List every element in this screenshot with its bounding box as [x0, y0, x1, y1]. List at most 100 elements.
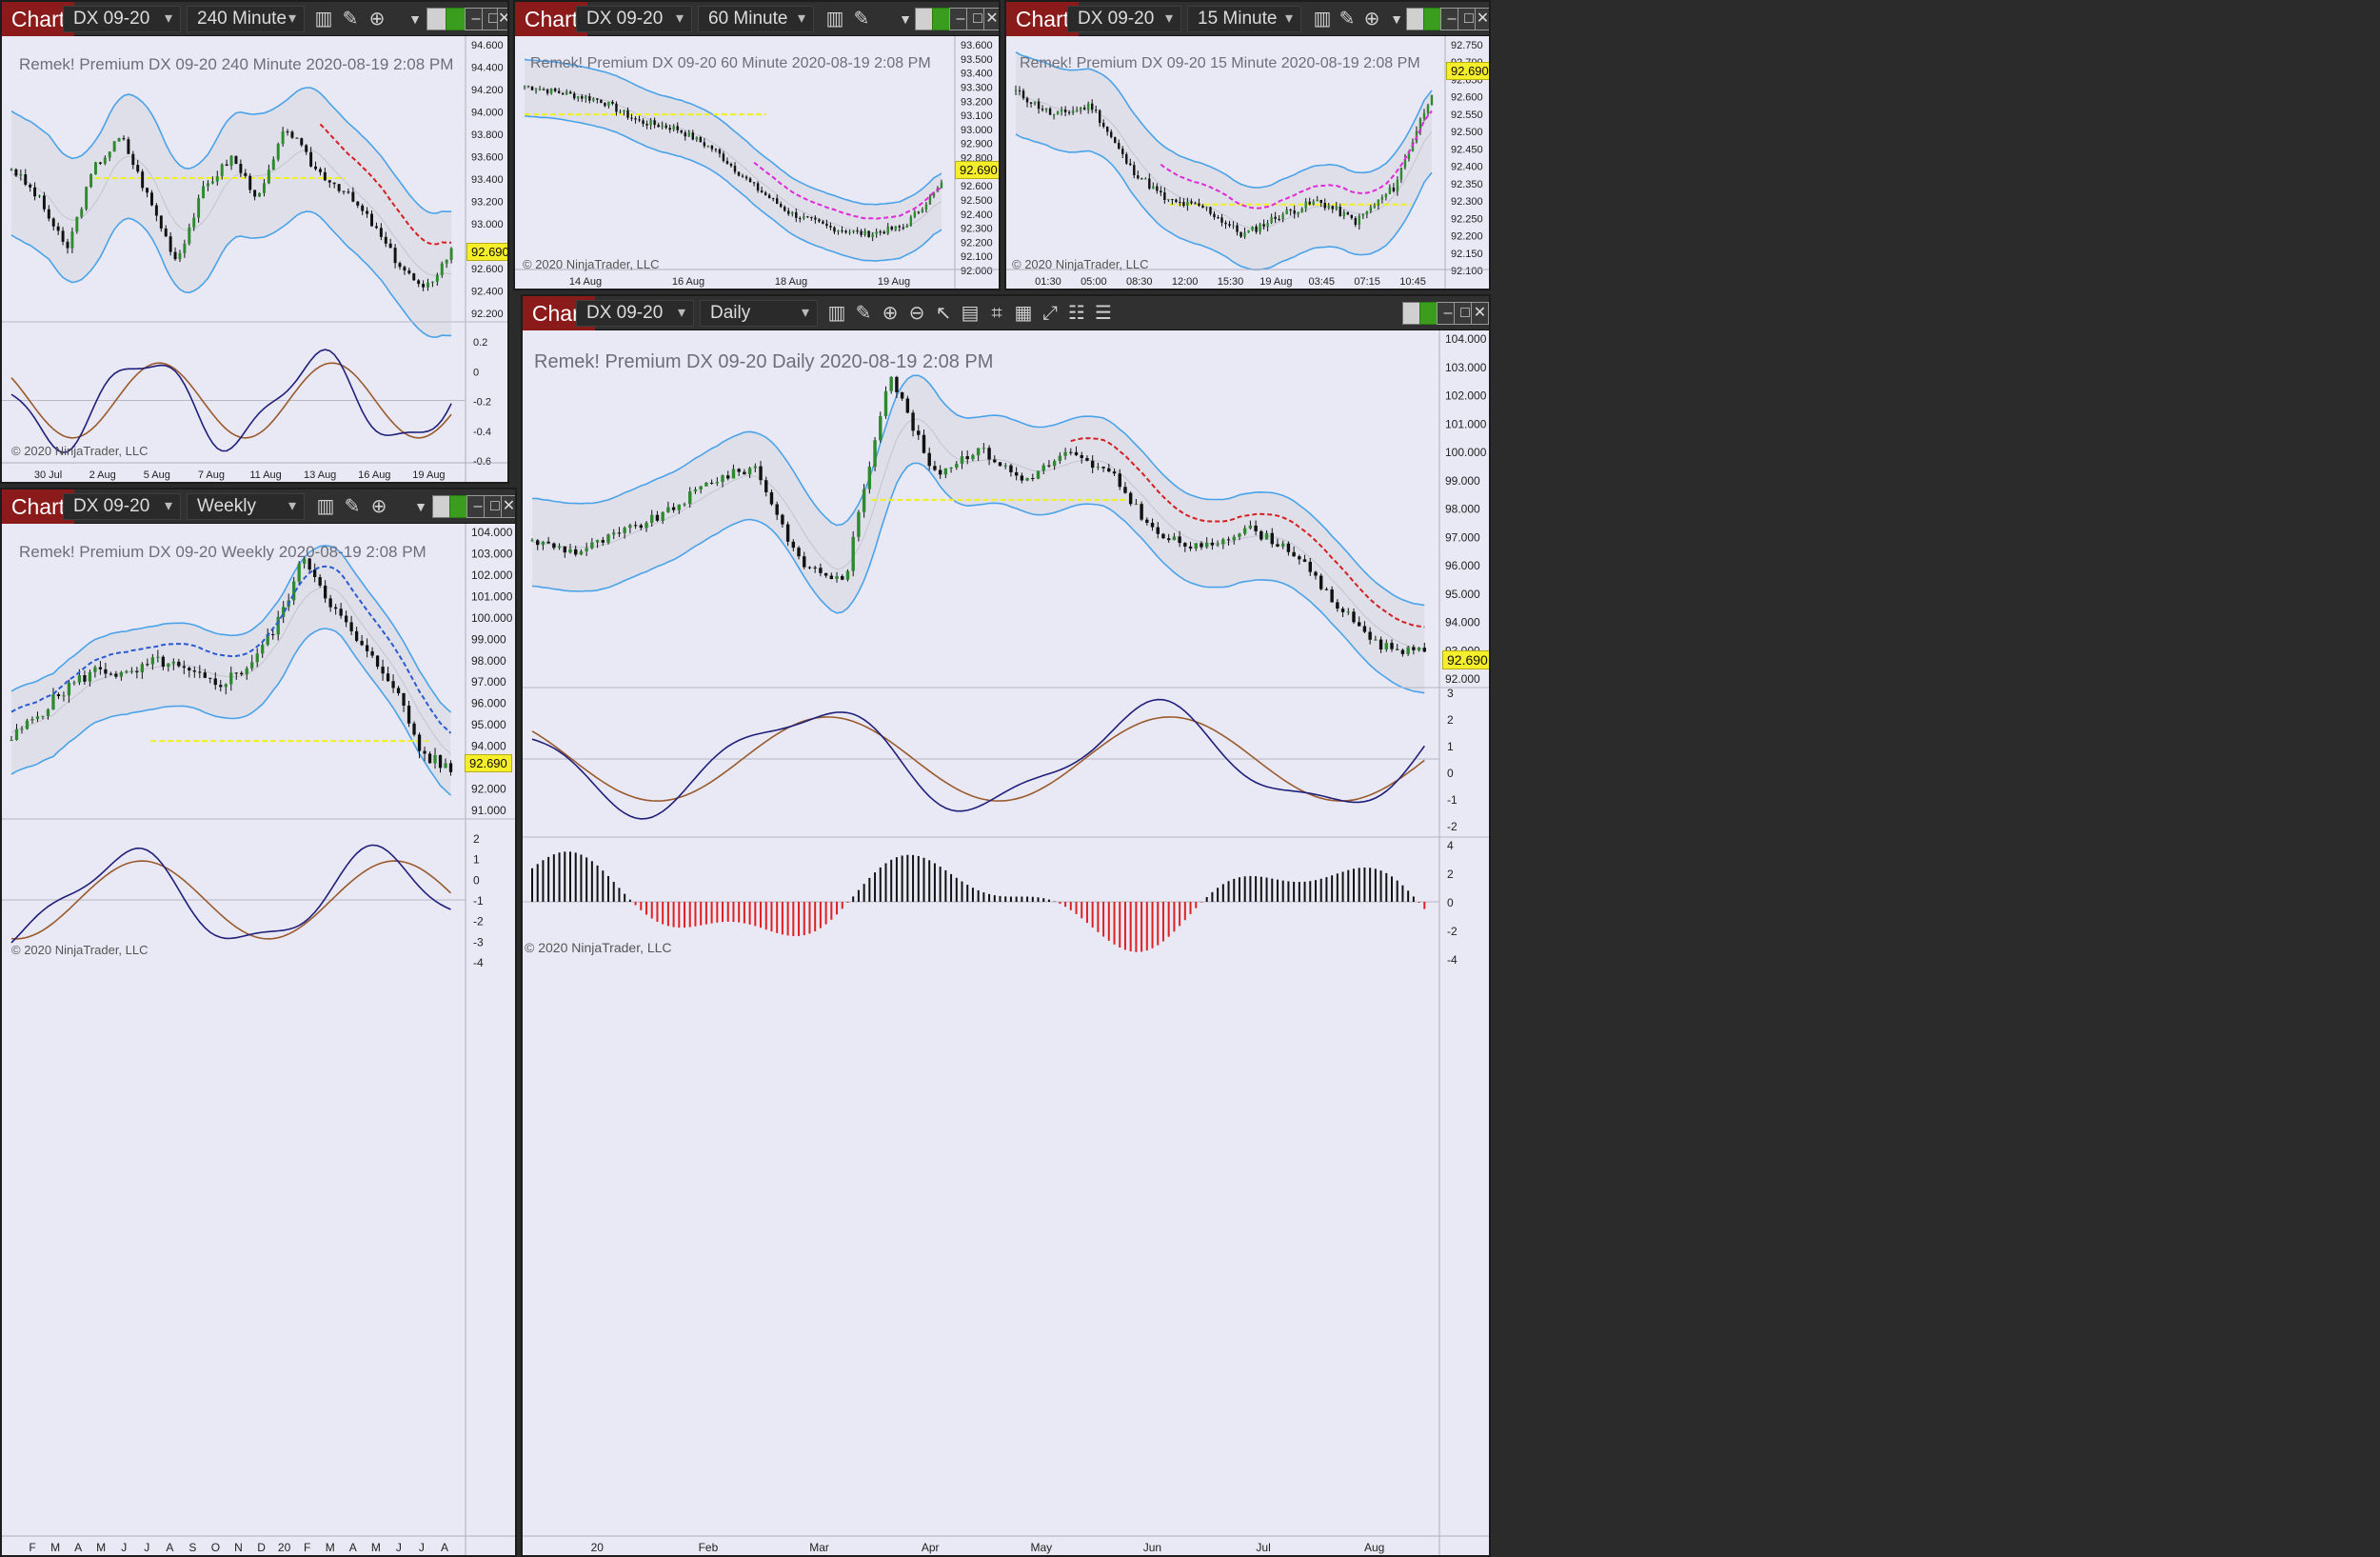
- close-icon[interactable]: ✕: [1475, 8, 1489, 30]
- close-icon[interactable]: ✕: [497, 8, 507, 30]
- chart-menu-button[interactable]: Chart: [2, 2, 74, 36]
- time-tick-label: 7 Aug: [198, 469, 225, 481]
- instrument-selector[interactable]: DX 09-20 ▾: [63, 493, 181, 520]
- chart-menu-button[interactable]: Chart: [515, 2, 587, 36]
- candle-body: [213, 678, 217, 686]
- bar-chart-icon[interactable]: ▥: [827, 303, 846, 324]
- candle-body: [220, 164, 224, 177]
- candle-body: [1118, 143, 1121, 150]
- bar-chart-icon[interactable]: ▥: [316, 496, 335, 517]
- indicator-icon[interactable]: ▦: [1014, 303, 1033, 324]
- candle-body: [19, 174, 23, 176]
- candle-body: [1297, 211, 1299, 214]
- candle-body: [1358, 215, 1361, 226]
- price-tick-label: 94.600: [471, 40, 504, 51]
- list-icon[interactable]: ☰: [1095, 303, 1112, 324]
- bar-chart-icon[interactable]: ▥: [314, 9, 333, 30]
- candle-body: [339, 609, 343, 616]
- zoom-in-icon[interactable]: ⊕: [1363, 9, 1380, 30]
- interval-selector[interactable]: 15 Minute ▾: [1187, 6, 1301, 32]
- candle-body: [412, 273, 416, 281]
- price-tick-label: 92.750: [1451, 40, 1483, 51]
- candle-body: [841, 230, 843, 231]
- bar-chart-icon[interactable]: ▥: [825, 9, 844, 30]
- candle-body: [1298, 556, 1301, 560]
- pointer-icon[interactable]: ↖: [935, 303, 952, 324]
- price-tick-label: 93.300: [961, 82, 993, 93]
- osc-tick-label: 0: [1447, 767, 1454, 780]
- pencil-icon[interactable]: ✎: [855, 303, 872, 324]
- chart-menu-button[interactable]: Chart: [2, 489, 74, 524]
- instrument-selector[interactable]: DX 09-20 ▾: [576, 6, 692, 32]
- price-tick-label: 102.000: [471, 569, 513, 582]
- data-box-icon[interactable]: ▤: [961, 303, 980, 324]
- instrument-selector[interactable]: DX 09-20 ▾: [576, 300, 694, 327]
- close-icon[interactable]: ✕: [983, 8, 999, 30]
- pencil-icon[interactable]: ✎: [342, 9, 359, 30]
- chart-plot-area[interactable]: 94.600 94.400 94.200 94.000 93.800 93.600 93.4…: [2, 36, 507, 482]
- candle-body: [1204, 542, 1209, 548]
- volatility-band-fill: [11, 88, 452, 338]
- candle-body: [1418, 118, 1422, 131]
- zoom-in-icon[interactable]: ⊕: [882, 303, 899, 324]
- properties-icon[interactable]: ☷: [1068, 303, 1085, 324]
- dropdown-arrow-icon[interactable]: ▼: [408, 11, 422, 27]
- instrument-selector[interactable]: DX 09-20 ▾: [1067, 6, 1181, 32]
- price-chart: 92.75092.70092.65092.60092.55092.50092.4…: [1006, 36, 1489, 289]
- chart-menu-button[interactable]: Chart: [1006, 2, 1079, 36]
- close-icon[interactable]: ✕: [501, 495, 515, 518]
- zoom-in-icon[interactable]: ⊕: [368, 9, 386, 30]
- price-tick-label: 93.500: [961, 54, 993, 66]
- time-tick-label: N: [234, 1541, 243, 1554]
- candle-body: [177, 661, 181, 667]
- candle-body: [1285, 210, 1288, 214]
- chart-title: Remek! Premium DX 09-20 15 Minute 2020-0…: [1020, 55, 1420, 71]
- pencil-icon[interactable]: ✎: [853, 9, 870, 30]
- price-badge: 92.690: [955, 161, 999, 179]
- chart-plot-area[interactable]: 93.600 93.500 93.400 93.300 93.200 93.100 93.0…: [515, 36, 999, 289]
- dropdown-arrow-icon[interactable]: ▼: [414, 499, 427, 514]
- instrument-selector[interactable]: DX 09-20 ▾: [63, 6, 181, 32]
- candle-body: [146, 188, 149, 193]
- chart-plot-area[interactable]: 104.000 103.000 102.000 101.000 100.000 99.00…: [2, 524, 515, 1555]
- dropdown-arrow-icon[interactable]: ▼: [899, 11, 912, 27]
- hist-tick-label: -2: [1447, 925, 1458, 938]
- candle-body: [1384, 643, 1388, 650]
- candle-body: [1319, 575, 1323, 589]
- candle-body: [1323, 203, 1326, 209]
- candle-body: [733, 166, 737, 172]
- trend-stop-line: [753, 161, 942, 220]
- candle-body: [835, 575, 839, 580]
- zoom-in-icon[interactable]: ⊕: [370, 496, 387, 517]
- time-tick-label: F: [304, 1541, 310, 1554]
- candle-body: [307, 558, 311, 570]
- bar-chart-icon[interactable]: ▥: [1313, 9, 1332, 30]
- candle-body: [117, 138, 121, 142]
- candle-body: [894, 226, 897, 230]
- close-icon[interactable]: ✕: [1471, 302, 1489, 325]
- interval-selector[interactable]: Weekly ▾: [187, 493, 305, 520]
- interval-selector[interactable]: 240 Minute ▾: [187, 6, 305, 32]
- strategy-icon[interactable]: ⌗: [991, 303, 1002, 324]
- price-tick-label: 94.000: [1445, 616, 1480, 629]
- candle-body: [1137, 175, 1140, 179]
- pencil-icon[interactable]: ✎: [1339, 9, 1356, 30]
- candle-body: [361, 205, 365, 211]
- candle-body: [703, 142, 706, 147]
- interval-selector[interactable]: 60 Minute ▾: [698, 6, 814, 32]
- candle-body: [1280, 543, 1285, 547]
- lower-band-line: [10, 210, 452, 338]
- interval-selector[interactable]: Daily ▾: [700, 300, 818, 327]
- candle-body: [88, 671, 92, 682]
- candle-body: [1161, 533, 1165, 539]
- zoom-out-icon[interactable]: ⊖: [908, 303, 925, 324]
- price-tick-label: 98.000: [471, 654, 506, 668]
- candle-body: [250, 662, 254, 669]
- template-icon[interactable]: ⤢: [1042, 303, 1058, 324]
- chart-plot-area[interactable]: 92.75092.70092.65092.60092.55092.50092.4…: [1006, 36, 1489, 289]
- chart-plot-area[interactable]: 104.000 103.000 102.000 101.000 100.000 99.00…: [523, 330, 1489, 1555]
- pencil-icon[interactable]: ✎: [344, 496, 361, 517]
- dropdown-arrow-icon[interactable]: ▼: [1390, 11, 1403, 27]
- candle-body: [650, 514, 654, 523]
- copyright-text: © 2020 NinjaTrader, LLC: [525, 940, 672, 955]
